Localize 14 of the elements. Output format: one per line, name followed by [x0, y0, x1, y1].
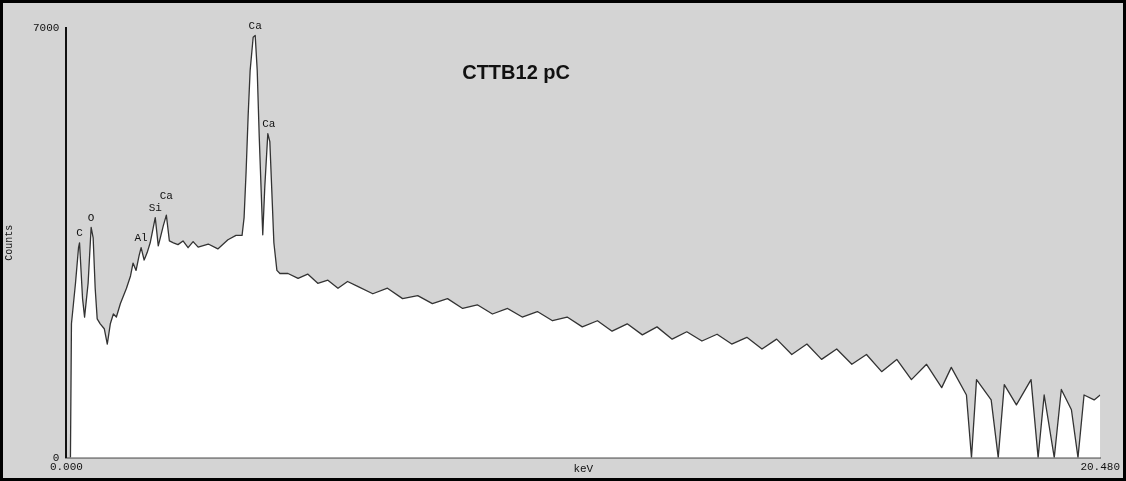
x-tick-label: 20.480	[1080, 461, 1120, 474]
annotation: C	[76, 227, 84, 240]
y-tick-label: 0	[52, 451, 60, 464]
y-tick-label: 7000	[33, 21, 60, 34]
annotation: Ca	[159, 190, 174, 203]
x-tick-label: 0.000	[49, 461, 83, 474]
annotation: Si	[148, 202, 163, 215]
annotation: Al	[134, 232, 148, 245]
text: CTTB12 pC	[462, 60, 570, 83]
x-axis-title: keV	[573, 463, 594, 476]
annotation: Ca	[248, 19, 263, 32]
y-axis-title: Counts	[3, 224, 15, 261]
annotation: Ca	[262, 117, 276, 130]
annotation: O	[87, 211, 95, 224]
